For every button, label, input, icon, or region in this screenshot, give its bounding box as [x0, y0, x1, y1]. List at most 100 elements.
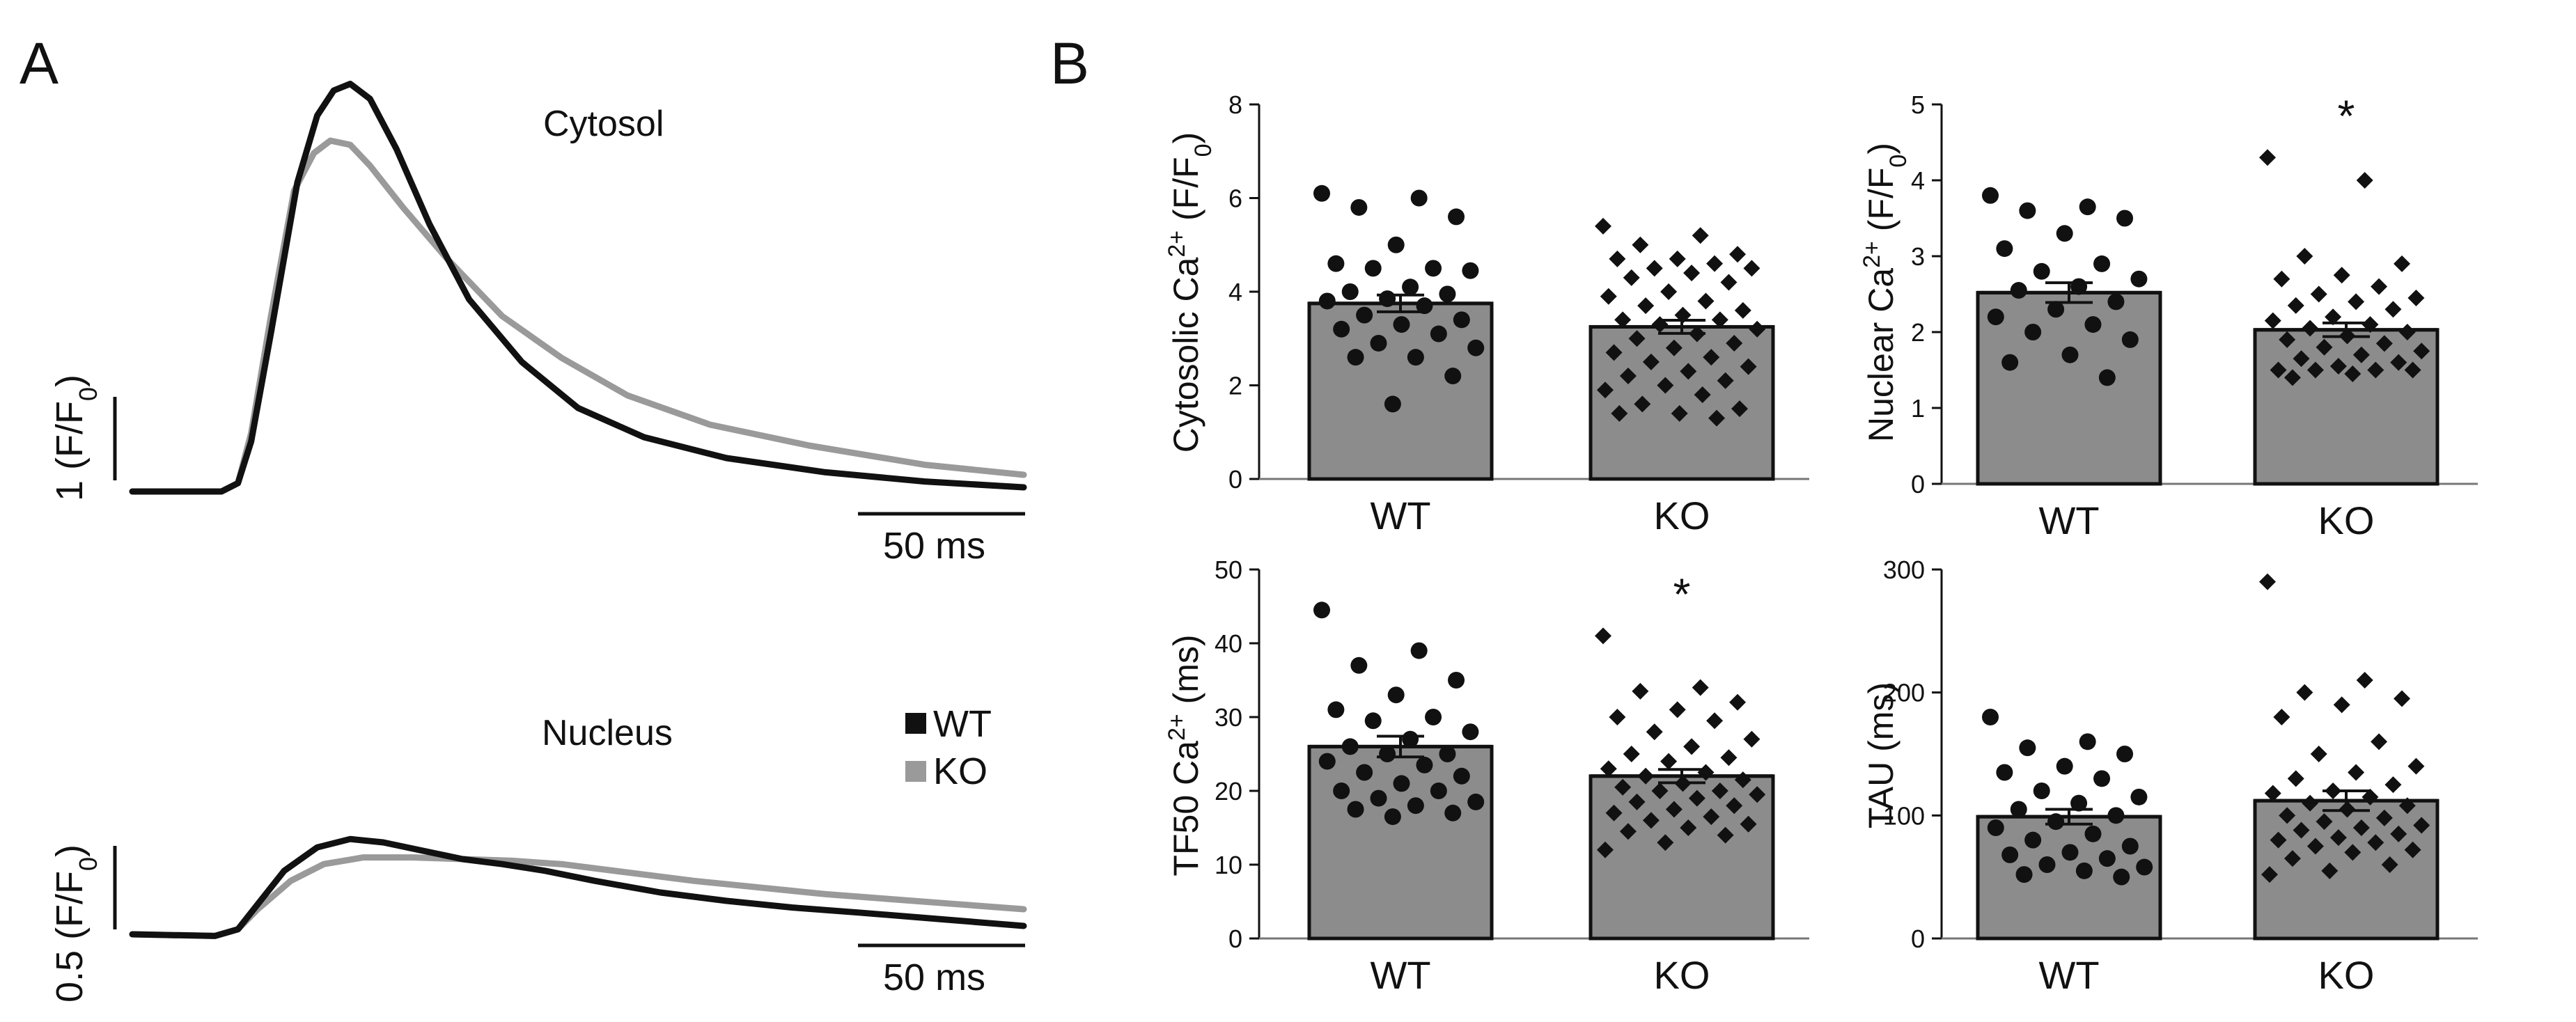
tf50-point-ko [1688, 789, 1705, 807]
tau-point-ko [2384, 776, 2402, 794]
tf50-point-wt [1407, 797, 1424, 815]
cytosolic-amp-point-ko [1657, 377, 1674, 394]
nucleus-y-scale-label: 0.5 (F/F0) [49, 844, 102, 1003]
legend-wt-swatch [905, 713, 926, 734]
tau-point-wt [2079, 733, 2096, 750]
tau-point-ko [2371, 733, 2388, 750]
cytosolic-amp-point-ko [1711, 311, 1728, 329]
tau-point-ko [2259, 573, 2276, 590]
tau-point-wt [1996, 764, 2013, 781]
tau-point-wt [2136, 858, 2153, 876]
nuclear-amp-point-ko [2375, 335, 2393, 352]
tau-point-wt [2070, 794, 2088, 812]
cytosolic-amp-point-ko [1595, 217, 1611, 235]
tau-point-wt [2019, 739, 2036, 757]
tf50-point-wt [1364, 712, 1382, 730]
cytosolic-amp-point-ko [1726, 334, 1743, 352]
tau-point-wt [2033, 783, 2050, 799]
nuclear-amp-point-ko [2384, 301, 2402, 318]
nuclear-amp-point-ko [2310, 285, 2327, 303]
nuclear-amplitude-bar-chart: 0 1 2 3 4 5 Nuclear Ca2+ (F/F0) WT KO * [1859, 91, 2478, 542]
tf50-bar-chart: 0 10 20 30 40 50 TF50 Ca2+ (ms) WT KO * [1164, 556, 1809, 997]
tf50-tick-label: 30 [1215, 703, 1242, 732]
nuclear-amp-point-wt [2130, 270, 2148, 288]
cytosolic-amp-tick-label: 8 [1228, 91, 1242, 119]
nuclear-amp-category-label-ko: KO [2318, 498, 2375, 542]
tau-point-ko [2310, 746, 2327, 762]
cytosolic-amp-point-wt [1370, 334, 1387, 352]
nuclear-amp-point-ko [2344, 365, 2362, 382]
nuclear-amp-point-ko [2284, 369, 2301, 386]
nuclear-amp-point-ko [2371, 278, 2388, 295]
nuclear-amp-point-wt [2033, 262, 2050, 280]
cytosolic-amp-point-ko [1706, 255, 1724, 272]
cytosolic-amp-point-ko [1600, 288, 1617, 305]
nuclear-amp-point-ko [2390, 354, 2407, 371]
cytosolic-amp-point-ko [1683, 265, 1701, 282]
cytosolic-amp-point-ko [1729, 246, 1747, 263]
tf50-point-ko [1717, 826, 1734, 844]
tf50-point-wt [1444, 804, 1462, 821]
cytosolic-amp-point-ko [1646, 260, 1663, 277]
cytosolic-amp-point-ko [1660, 283, 1678, 300]
tf50-point-wt [1384, 808, 1401, 826]
cytosolic-amp-point-wt [1364, 260, 1382, 277]
nuclear-amp-point-wt [2047, 301, 2065, 318]
tf50-point-ko [1609, 709, 1626, 725]
tau-point-ko [2381, 856, 2398, 873]
tf50-point-ko [1651, 783, 1669, 799]
cytosolic-amp-point-ko [1665, 339, 1683, 356]
tf50-point-ko [1605, 804, 1623, 821]
legend-ko-label: KO [933, 750, 988, 792]
cytosolic-amp-tick-label: 4 [1228, 278, 1242, 306]
nuclear-amp-point-ko [2413, 343, 2430, 360]
tf50-point-ko [1596, 841, 1614, 858]
nuclear-amp-point-wt [1987, 308, 2004, 326]
tf50-point-ko [1692, 679, 1709, 696]
nuclear-amp-point-wt [2098, 369, 2116, 386]
tf50-point-ko [1623, 746, 1640, 762]
nuclear-amp-point-ko [2352, 346, 2370, 363]
cytosolic-amp-point-wt [1393, 316, 1410, 333]
cytosolic-amp-point-ko [1634, 395, 1651, 413]
cytosolic-amp-tick-label: 6 [1228, 184, 1242, 213]
nuclear-amp-point-wt [2010, 282, 2027, 299]
nuclear-amp-point-wt [2121, 331, 2139, 348]
cytosolic-amp-point-ko [1703, 349, 1720, 366]
tf50-point-ko [1703, 808, 1720, 826]
legend-wt-label: WT [933, 703, 992, 745]
cytosolic-amp-ylabel: Cytosolic Ca2+ (F/F0) [1164, 132, 1217, 453]
cytosolic-amp-point-ko [1743, 260, 1761, 277]
tau-tick-label: 0 [1911, 925, 1925, 953]
nuclear-amp-significance-ko: * [2338, 91, 2355, 141]
tf50-point-wt [1350, 657, 1368, 674]
nuclear-amp-point-ko [2404, 361, 2421, 379]
tau-point-wt [2084, 825, 2102, 842]
nuclear-amp-point-ko [2329, 358, 2347, 375]
tau-point-ko [2356, 672, 2373, 689]
cytosolic-amp-point-ko [1611, 404, 1628, 422]
tf50-point-wt [1327, 701, 1345, 718]
cytosolic-amp-point-wt [1407, 349, 1424, 366]
tau-point-wt [2001, 846, 2019, 863]
cytosolic-amp-point-ko [1731, 400, 1749, 418]
cytosolic-amp-point-ko [1749, 320, 1766, 338]
cytosolic-amp-point-wt [1327, 255, 1345, 272]
nuclear-amp-point-wt [2019, 202, 2036, 219]
tf50-point-wt [1448, 672, 1465, 689]
nuclear-amp-tick-label: 4 [1911, 166, 1925, 195]
cytosol-x-scale-label: 50 ms [883, 525, 985, 567]
tf50-tick-label: 50 [1215, 556, 1242, 584]
cytosolic-amp-point-ko [1605, 344, 1623, 361]
nuclear-amp-point-wt [2061, 346, 2079, 363]
nuclear-amp-point-ko [2296, 248, 2313, 265]
cytosolic-amp-point-wt [1462, 262, 1479, 279]
tf50-point-wt [1462, 723, 1479, 741]
cytosolic-amp-point-ko [1708, 409, 1726, 427]
tau-point-wt [2038, 856, 2056, 873]
tau-point-ko [2306, 838, 2324, 855]
cytosolic-amp-point-ko [1720, 274, 1738, 291]
cytosolic-amp-point-ko [1694, 386, 1711, 403]
cytosolic-amp-point-wt [1384, 395, 1401, 413]
cytosolic-amp-point-wt [1410, 189, 1428, 207]
